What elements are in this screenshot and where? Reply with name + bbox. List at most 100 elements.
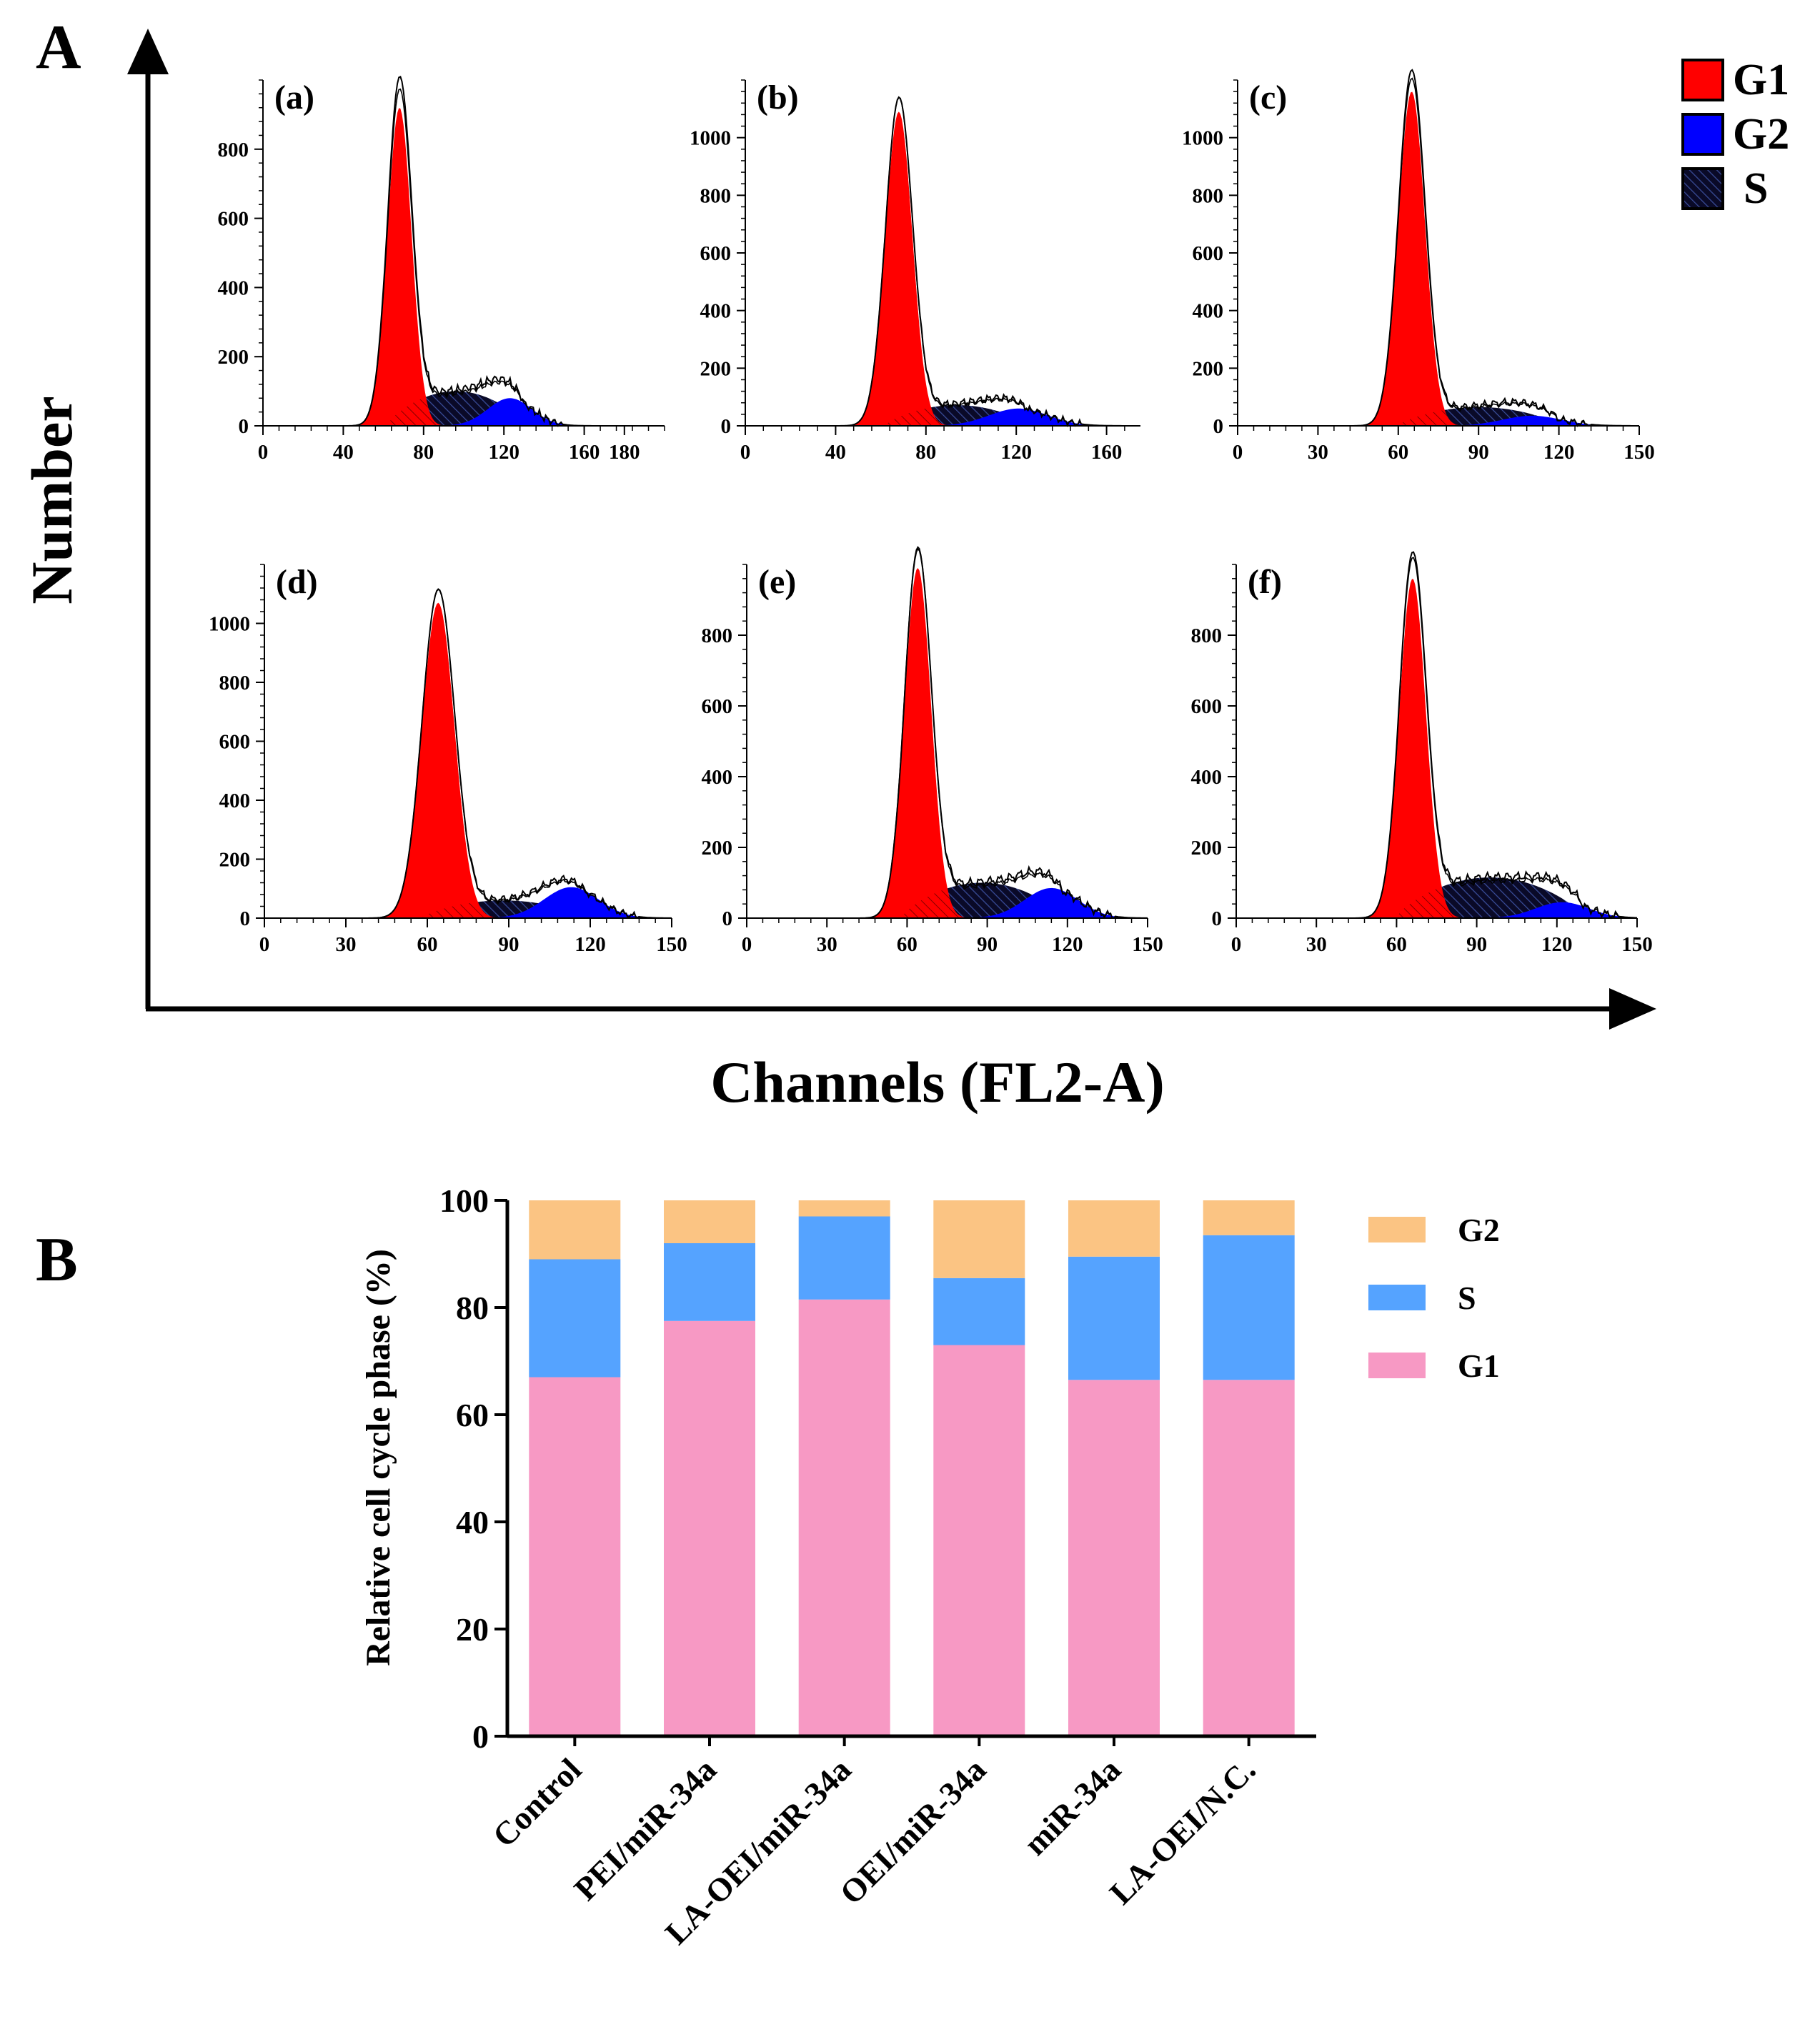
histogram-4-y-tick-label: 0: [240, 907, 251, 930]
histogram-4-y-tick-label: 800: [219, 672, 251, 694]
bar-y-tick-label: 80: [456, 1290, 489, 1326]
histogram-2-y-tick-label: 200: [700, 357, 732, 380]
bar-g1-5: [1068, 1380, 1160, 1737]
histogram-6-x-tick-label: 60: [1386, 933, 1407, 956]
histogram-1-fit-line: [263, 88, 665, 427]
histogram-3-g1-peak: [1238, 91, 1639, 426]
histogram-5-x-tick-label: 150: [1132, 933, 1163, 956]
histogram-1-g1-peak: [263, 108, 665, 427]
bar-y-tick-label: 40: [456, 1504, 489, 1540]
histogram-2-x-tick-label: 160: [1091, 441, 1123, 464]
bar-s-6: [1203, 1235, 1295, 1380]
histogram-1-x-tick-label: 0: [258, 441, 269, 464]
panel-a-y-axis-label: Number: [19, 396, 84, 604]
bar-s-3: [798, 1216, 890, 1300]
flow-legend: G1 G2 S: [1681, 56, 1789, 213]
bar-g1-4: [933, 1345, 1025, 1736]
bar-legend: G2 S G1: [1368, 1212, 1500, 1384]
histogram-1-x-tick-label: 160: [569, 441, 600, 464]
histogram-3-y-tick-label: 1000: [1182, 127, 1223, 150]
histogram-4-g1-peak: [264, 602, 672, 918]
bar-y-tick-label: 20: [456, 1611, 489, 1648]
flow-legend-swatch-g1: [1681, 59, 1724, 101]
flow-legend-item-g2: G2: [1681, 110, 1789, 159]
histogram-6-g2-peak: [1236, 902, 1637, 918]
histogram-5-y-tick-label: 600: [702, 695, 733, 718]
bar-y-tick-label: 100: [439, 1182, 489, 1219]
histogram-6-y-tick-label: 200: [1191, 837, 1223, 860]
panel-a-x-arrowhead: [1609, 988, 1656, 1030]
bar-g2-4: [933, 1200, 1025, 1278]
histogram-2-x-tick-label: 80: [915, 441, 936, 464]
histogram-5-x-tick-label: 0: [742, 933, 752, 956]
histogram-5-x-tick-label: 30: [817, 933, 837, 956]
histogram-3-y-tick-label: 200: [1193, 357, 1224, 380]
histogram-5-x-tick-label: 120: [1052, 933, 1083, 956]
histogram-3-x-tick-label: 150: [1623, 441, 1655, 464]
histogram-1-envelope: [263, 76, 665, 427]
panel-b: B Relative cell cycle phase (%) ControlP…: [36, 1182, 1500, 1951]
histogram-4-y-tick-label: 1000: [209, 613, 250, 636]
histogram-1-label: (a): [274, 79, 314, 116]
histogram-5: 0 200 400 600 800 0 30 60 90 120 150 (e): [702, 546, 1163, 956]
flow-legend-item-g1: G1: [1681, 56, 1789, 104]
flow-legend-item-s: S: [1681, 164, 1768, 213]
bar-legend-item-g2: G2: [1368, 1212, 1500, 1248]
histogram-3-y-tick-label: 0: [1213, 415, 1224, 438]
histogram-5-y-tick-label: 200: [702, 837, 733, 860]
histogram-4-y-tick-label: 400: [219, 790, 251, 812]
histogram-2-x-tick-label: 120: [1000, 441, 1032, 464]
histogram-1-y-tick-label: 400: [218, 277, 249, 299]
bar-category-label: Control: [486, 1751, 589, 1854]
bar-g2-1: [529, 1200, 621, 1260]
bar-g2-2: [664, 1200, 755, 1243]
histogram-2: 0 200 400 600 800 1000 0 40 80 120 160 (b): [690, 79, 1140, 464]
histogram-5-overlap: [747, 888, 1148, 918]
histogram-4-y-tick-label: 200: [219, 849, 251, 872]
histogram-1: 0 200 400 600 800 0 40 80 120 160 180 (a): [218, 76, 665, 464]
histogram-6-y-tick-label: 400: [1191, 766, 1223, 789]
histogram-6-x-tick-label: 30: [1306, 933, 1327, 956]
histogram-2-x-tick-label: 0: [740, 441, 751, 464]
flow-legend-label-g2: G2: [1733, 110, 1789, 159]
histogram-2-y-tick-label: 600: [700, 242, 732, 265]
histogram-4-x-tick-label: 120: [575, 933, 606, 956]
histogram-3-x-tick-label: 90: [1468, 441, 1489, 464]
bar-g1-3: [798, 1299, 890, 1737]
histogram-1-s-phase: [263, 391, 665, 426]
bar-g2-5: [1068, 1200, 1160, 1257]
histogram-1-x-tick-label: 180: [609, 441, 640, 464]
histogram-2-y-tick-label: 1000: [690, 127, 731, 150]
histogram-1-x-tick-label: 120: [488, 441, 519, 464]
histogram-6-x-tick-label: 150: [1621, 933, 1653, 956]
histogram-6: 0 200 400 600 800 0 30 60 90 120 150 (f): [1191, 551, 1653, 956]
panel-a-label: A: [36, 13, 81, 82]
histogram-5-label: (e): [758, 563, 796, 601]
histogram-3-label: (c): [1249, 79, 1287, 116]
bar-g1-6: [1203, 1380, 1295, 1737]
histogram-3-y-tick-label: 800: [1193, 184, 1224, 207]
bar-s-4: [933, 1278, 1025, 1345]
histogram-4-g2-peak: [264, 887, 672, 918]
histogram-3-fit-line: [1238, 77, 1639, 427]
histogram-2-envelope: [745, 96, 1140, 428]
histogram-3-y-tick-label: 600: [1193, 242, 1224, 265]
histogram-6-y-tick-label: 800: [1191, 624, 1223, 647]
bar-legend-label-g2: G2: [1458, 1212, 1500, 1248]
histogram-6-x-tick-label: 0: [1231, 933, 1242, 956]
histogram-2-y-tick-label: 400: [700, 300, 732, 323]
histogram-6-label: (f): [1248, 563, 1282, 601]
bar-g1-2: [664, 1320, 755, 1737]
histogram-6-y-tick-label: 0: [1212, 907, 1223, 930]
histogram-2-y-tick-label: 0: [721, 415, 732, 438]
histogram-2-label: (b): [757, 79, 799, 116]
bar-legend-label-g1: G1: [1458, 1348, 1500, 1384]
histogram-6-x-tick-label: 120: [1541, 933, 1573, 956]
histogram-2-y-tick-label: 800: [700, 184, 732, 207]
histogram-5-g1-peak: [747, 568, 1148, 918]
histogram-5-x-tick-label: 90: [977, 933, 998, 956]
panel-a: A Number Channels (FL2-A) G1 G2 S 0 200 40…: [19, 13, 1789, 1115]
bar-g1-1: [529, 1377, 621, 1736]
